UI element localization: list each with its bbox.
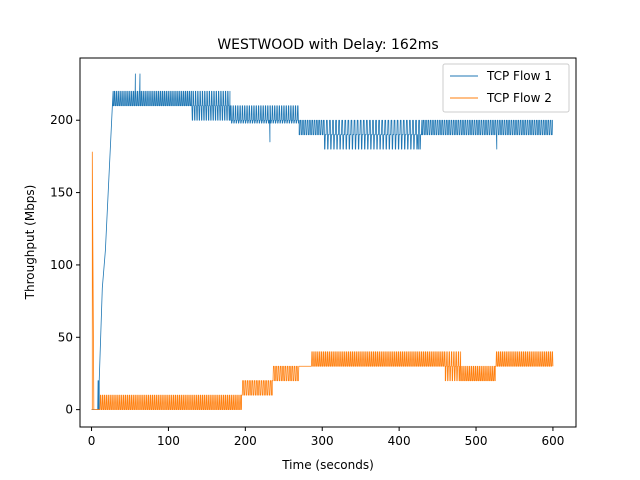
x-tick-label: 300	[311, 434, 334, 448]
y-tick-label: 0	[65, 403, 73, 417]
legend-label-tcp-flow-2: TCP Flow 2	[486, 91, 552, 105]
y-axis: 0 50 100 150 200	[50, 113, 80, 417]
y-tick-label: 150	[50, 186, 73, 200]
x-tick-label: 0	[88, 434, 96, 448]
plot-frame	[79, 57, 577, 428]
x-axis: 0 100 200 300 400 500 600	[88, 427, 564, 448]
legend: TCP Flow 1 TCP Flow 2	[442, 63, 570, 113]
legend-label-tcp-flow-1: TCP Flow 1	[486, 69, 552, 83]
x-tick-label: 600	[541, 434, 564, 448]
series-line-tcp-flow-1	[91, 73, 553, 411]
plot-lines	[91, 73, 554, 411]
y-tick-label: 100	[50, 258, 73, 272]
x-tick-label: 200	[234, 434, 257, 448]
x-tick-label: 100	[157, 434, 180, 448]
y-axis-label: Throughput (Mbps)	[23, 185, 37, 301]
y-tick-label: 50	[58, 330, 73, 344]
x-tick-label: 500	[465, 434, 488, 448]
x-axis-label: Time (seconds)	[281, 458, 374, 472]
x-tick-label: 400	[388, 434, 411, 448]
chart-title: WESTWOOD with Delay: 162ms	[217, 37, 438, 53]
series-line-tcp-flow-2	[91, 151, 554, 411]
y-tick-label: 200	[50, 113, 73, 127]
